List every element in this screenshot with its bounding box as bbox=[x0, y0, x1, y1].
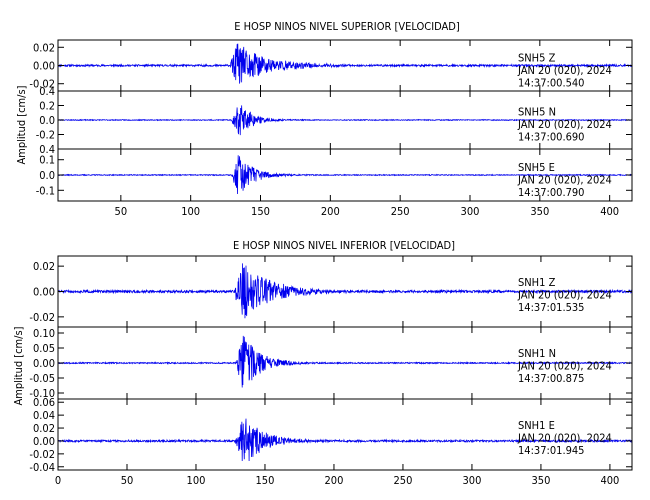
y-tick-label: 0.00 bbox=[33, 357, 55, 370]
x-tick-label: 50 bbox=[115, 205, 128, 218]
station-label: SNH1 Z bbox=[518, 276, 556, 289]
y-tick-label: 0.02 bbox=[33, 260, 55, 273]
y-tick-label: 0.06 bbox=[33, 396, 55, 409]
time-label: 14:37:00.875 bbox=[518, 372, 584, 385]
waveform-trace bbox=[58, 105, 632, 136]
chart-title: E HOSP NINOS NIVEL INFERIOR [VELOCIDAD] bbox=[233, 239, 455, 252]
waveform-trace bbox=[58, 418, 632, 462]
date-label: JAN 20 (020), 2024 bbox=[517, 431, 612, 444]
x-tick-label: 300 bbox=[462, 474, 481, 487]
y-tick-label: -0.02 bbox=[29, 78, 55, 91]
station-label: SNH5 E bbox=[518, 161, 555, 174]
y-tick-label: -0.1 bbox=[36, 184, 55, 197]
date-label: JAN 20 (020), 2024 bbox=[517, 64, 612, 77]
time-label: 14:37:01.945 bbox=[518, 444, 584, 457]
y-axis-label: Amplitud [cm/s] bbox=[12, 326, 25, 405]
y-tick-label: 0.0 bbox=[39, 114, 55, 127]
y-tick-label: -0.04 bbox=[29, 461, 55, 474]
x-tick-label: 250 bbox=[391, 205, 410, 218]
time-label: 14:37:00.540 bbox=[518, 76, 584, 89]
y-tick-label: 0.02 bbox=[33, 41, 55, 54]
y-tick-label: 0.00 bbox=[33, 286, 55, 299]
x-tick-label: 100 bbox=[187, 474, 206, 487]
station-label: SNH1 E bbox=[518, 419, 555, 432]
y-tick-label: 0.10 bbox=[33, 327, 55, 340]
y-tick-label: -0.05 bbox=[29, 372, 55, 385]
panel-frame bbox=[57, 398, 633, 471]
date-label: JAN 20 (020), 2024 bbox=[517, 288, 612, 301]
y-tick-label: 0.04 bbox=[33, 409, 55, 422]
x-tick-label: 250 bbox=[394, 474, 413, 487]
y-tick-label: 0.4 bbox=[39, 143, 55, 156]
chart-title: E HOSP NINOS NIVEL SUPERIOR [VELOCIDAD] bbox=[234, 20, 460, 33]
y-axis-label: Amplitud [cm/s] bbox=[15, 85, 28, 164]
waveform-trace bbox=[58, 43, 632, 84]
x-tick-label: 400 bbox=[600, 205, 619, 218]
date-label: JAN 20 (020), 2024 bbox=[517, 173, 612, 186]
station-label: SNH5 Z bbox=[518, 51, 556, 64]
station-label: SNH5 N bbox=[518, 105, 556, 118]
x-tick-label: 400 bbox=[600, 474, 619, 487]
x-tick-label: 350 bbox=[530, 205, 549, 218]
x-tick-label: 350 bbox=[531, 474, 550, 487]
date-label: JAN 20 (020), 2024 bbox=[517, 118, 612, 131]
y-tick-label: -0.10 bbox=[29, 387, 55, 400]
x-tick-label: 200 bbox=[321, 205, 340, 218]
y-tick-label: 0.1 bbox=[39, 154, 55, 167]
waveform-trace bbox=[58, 263, 632, 319]
y-tick-label: 0.00 bbox=[33, 60, 55, 73]
y-tick-label: -0.02 bbox=[29, 311, 55, 324]
station-label: SNH1 N bbox=[518, 347, 556, 360]
y-tick-label: 0.4 bbox=[39, 85, 55, 98]
x-tick-label: 100 bbox=[181, 205, 200, 218]
waveform-trace bbox=[58, 155, 632, 195]
x-tick-label: 150 bbox=[251, 205, 270, 218]
y-tick-label: 0.0 bbox=[39, 169, 55, 182]
y-tick-label: 0.00 bbox=[33, 435, 55, 448]
time-label: 14:37:00.690 bbox=[518, 130, 584, 143]
time-label: 14:37:00.790 bbox=[518, 186, 584, 199]
y-tick-label: -0.2 bbox=[36, 129, 55, 142]
y-tick-label: -0.02 bbox=[29, 448, 55, 461]
x-tick-label: 0 bbox=[55, 474, 61, 487]
x-tick-label: 200 bbox=[325, 474, 344, 487]
x-tick-label: 150 bbox=[256, 474, 275, 487]
x-tick-label: 50 bbox=[121, 474, 134, 487]
y-tick-label: 0.05 bbox=[33, 342, 55, 355]
chart-superior: E HOSP NINOS NIVEL SUPERIOR [VELOCIDAD] … bbox=[15, 20, 633, 218]
y-tick-label: 0.2 bbox=[39, 100, 55, 113]
chart-inferior: E HOSP NINOS NIVEL INFERIOR [VELOCIDAD] … bbox=[12, 239, 633, 487]
x-tick-label: 300 bbox=[461, 205, 480, 218]
waveform-trace bbox=[58, 335, 632, 388]
date-label: JAN 20 (020), 2024 bbox=[517, 360, 612, 373]
y-tick-label: 0.02 bbox=[33, 422, 55, 435]
time-label: 14:37:01.535 bbox=[518, 301, 584, 314]
